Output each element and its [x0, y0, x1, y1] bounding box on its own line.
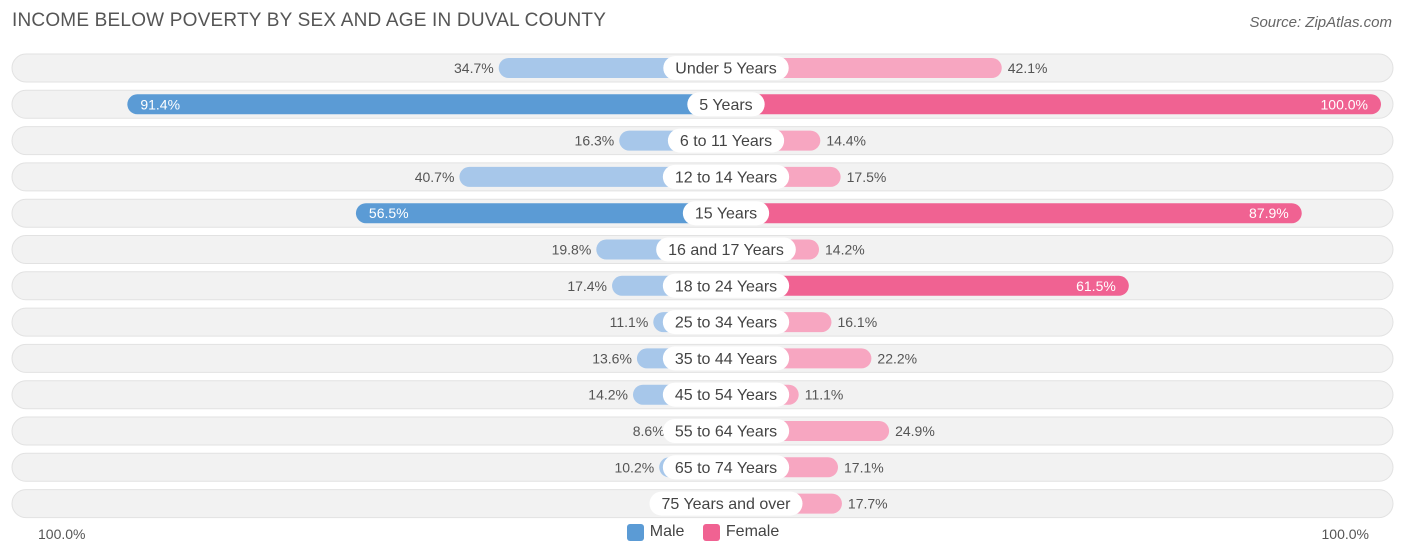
legend: Male Female	[0, 523, 1406, 546]
category-label-bg	[662, 164, 790, 189]
category-label-bg	[662, 382, 790, 407]
value-label-female: 17.5%	[847, 169, 887, 185]
value-label-female: 87.9%	[1249, 205, 1289, 221]
value-label-female: 22.2%	[877, 350, 917, 366]
category-label: 25 to 34 Years	[675, 315, 777, 332]
bar-female	[726, 275, 1129, 296]
category-label: 15 Years	[695, 206, 757, 223]
category-label-bg	[656, 237, 796, 262]
legend-swatch-female	[702, 523, 720, 541]
value-label-male: 13.6%	[592, 350, 632, 366]
value-label-female: 61.5%	[1076, 278, 1116, 294]
bar-male	[355, 203, 726, 224]
value-label-male: 14.2%	[588, 387, 628, 403]
value-label-male: 16.3%	[575, 133, 615, 149]
value-label-male: 91.4%	[140, 96, 180, 112]
category-label-bg	[662, 346, 790, 371]
category-label-bg	[682, 201, 770, 226]
bar-female	[726, 94, 1381, 115]
value-label-male: 19.8%	[552, 242, 592, 258]
category-label-bg	[662, 419, 790, 443]
category-label: Under 5 Years	[675, 61, 776, 78]
category-label-bg	[662, 310, 790, 335]
value-label-male: 34.7%	[454, 60, 494, 76]
legend-item-female[interactable]: Female	[702, 523, 780, 541]
value-label-male: 11.1%	[610, 314, 649, 330]
bar-male	[127, 94, 726, 115]
bar-male	[459, 166, 726, 187]
category-label-bg	[662, 455, 790, 480]
category-label: 18 to 24 Years	[675, 278, 777, 295]
chart-area: 34.7% 42.1% Under 5 Years 91.4% 100.0% 5 Year…	[11, 53, 1394, 519]
value-label-male: 10.2%	[614, 459, 654, 475]
bar-female	[726, 203, 1302, 224]
value-label-female: 17.1%	[844, 459, 884, 475]
legend-swatch-male	[626, 523, 644, 541]
legend-label-female: Female	[725, 523, 780, 540]
value-label-female: 14.2%	[825, 242, 865, 258]
category-label: 35 to 44 Years	[675, 351, 777, 368]
value-label-female: 100.0%	[1321, 96, 1368, 112]
axis-right-label: 100.0%	[1321, 526, 1369, 542]
category-label-bg	[687, 92, 765, 117]
axis-left-label: 100.0%	[38, 526, 86, 542]
value-label-male: 17.4%	[567, 278, 607, 294]
category-label: 65 to 74 Years	[675, 460, 777, 477]
category-label-bg	[667, 128, 785, 153]
value-label-female: 11.1%	[805, 387, 844, 403]
category-label-bg	[649, 491, 803, 516]
category-label: 16 and 17 Years	[668, 242, 784, 259]
category-label: 6 to 11 Years	[680, 133, 772, 150]
value-label-female: 24.9%	[895, 423, 935, 439]
category-label-bg	[663, 56, 789, 80]
value-label-female: 42.1%	[1008, 60, 1048, 76]
value-label-male: 40.7%	[415, 169, 455, 185]
legend-item-male[interactable]: Male	[626, 523, 685, 541]
value-label-female: 16.1%	[837, 314, 877, 330]
category-label: 55 to 64 Years	[675, 424, 777, 441]
category-label: 75 Years and over	[662, 496, 792, 513]
category-label-bg	[662, 273, 790, 298]
source-label: Source: ZipAtlas.com	[1249, 14, 1392, 31]
value-label-female: 17.7%	[848, 496, 888, 512]
category-label: 5 Years	[699, 97, 752, 114]
chart-title: INCOME BELOW POVERTY BY SEX AND AGE IN D…	[12, 10, 607, 31]
value-label-female: 14.4%	[826, 133, 866, 149]
value-label-male: 56.5%	[369, 205, 409, 221]
bar-female	[726, 58, 1002, 78]
legend-label-male: Male	[649, 523, 685, 540]
category-label: 12 to 14 Years	[675, 169, 777, 186]
category-label: 45 to 54 Years	[675, 387, 777, 404]
value-label-male: 8.6%	[633, 423, 665, 439]
